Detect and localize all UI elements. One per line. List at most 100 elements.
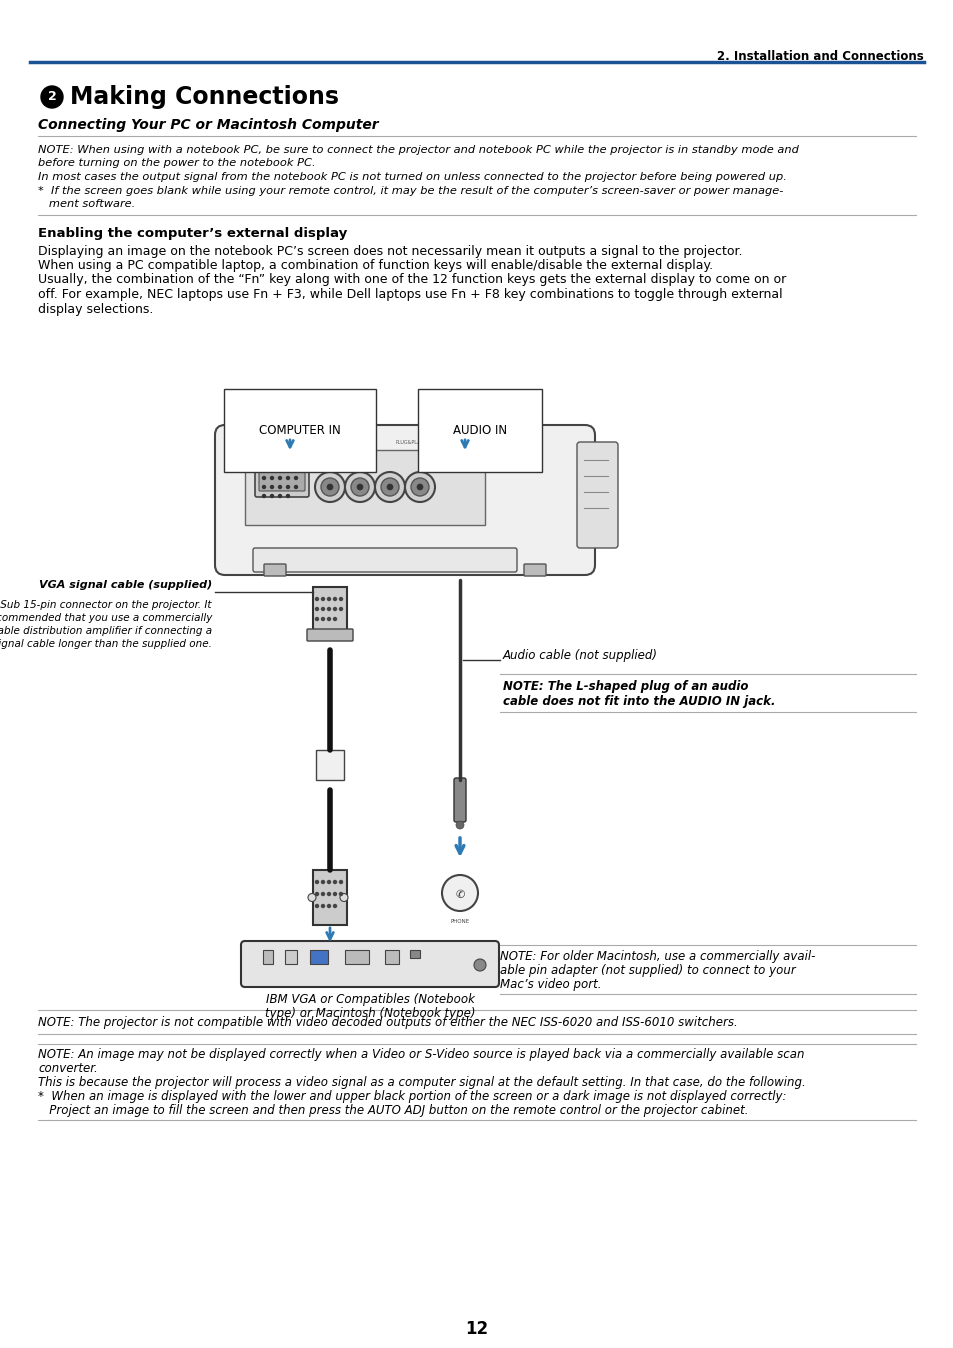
FancyBboxPatch shape [454,778,465,822]
Text: ✆: ✆ [455,890,464,900]
Circle shape [321,880,324,883]
Circle shape [294,485,297,488]
Text: NOTE: An image may not be displayed correctly when a Video or S-Video source is : NOTE: An image may not be displayed corr… [38,1047,803,1061]
Circle shape [327,608,330,611]
Text: 2: 2 [48,90,56,104]
FancyBboxPatch shape [577,442,618,549]
Text: NOTE: For older Macintosh, use a commercially avail-: NOTE: For older Macintosh, use a commerc… [499,950,815,962]
Circle shape [262,495,265,497]
Text: 2. Installation and Connections: 2. Installation and Connections [717,50,923,63]
Circle shape [327,597,330,600]
Circle shape [339,597,342,600]
FancyBboxPatch shape [254,458,309,497]
Circle shape [320,479,338,496]
Circle shape [271,495,274,497]
Circle shape [334,608,336,611]
Bar [410,950,419,958]
Circle shape [339,892,342,895]
Circle shape [286,476,289,480]
FancyBboxPatch shape [315,749,344,780]
Circle shape [321,617,324,620]
Circle shape [327,880,330,883]
Circle shape [315,617,318,620]
Text: NOTE: The projector is not compatible with video decoded outputs of either the N: NOTE: The projector is not compatible wi… [38,1016,737,1029]
Text: VGA signal cable (supplied): VGA signal cable (supplied) [39,580,212,590]
FancyBboxPatch shape [258,464,305,491]
Circle shape [315,608,318,611]
Circle shape [321,597,324,600]
Circle shape [334,880,336,883]
Text: *  When an image is displayed with the lower and upper black portion of the scre: * When an image is displayed with the lo… [38,1091,785,1103]
Circle shape [327,617,330,620]
Circle shape [351,479,369,496]
Text: Making Connections: Making Connections [70,85,338,109]
Text: off. For example, NEC laptops use Fn + F3, while Dell laptops use Fn + F8 key co: off. For example, NEC laptops use Fn + F… [38,288,781,301]
FancyBboxPatch shape [241,941,498,987]
Circle shape [271,476,274,480]
Text: AUDIO IN: AUDIO IN [453,425,507,437]
Circle shape [278,485,281,488]
Text: display selections.: display selections. [38,302,153,315]
Circle shape [315,597,318,600]
Circle shape [327,892,330,895]
Circle shape [315,880,318,883]
Text: When using a PC compatible laptop, a combination of function keys will enable/di: When using a PC compatible laptop, a com… [38,259,713,272]
Circle shape [286,495,289,497]
Circle shape [327,484,333,491]
Text: S-VIDEO IN: S-VIDEO IN [346,439,373,445]
Text: PLUG&PLAY: PLUG&PLAY [395,439,424,445]
Text: COMPUTER IN: COMPUTER IN [265,439,298,445]
Circle shape [411,479,429,496]
Circle shape [262,485,265,488]
Bar [263,950,273,964]
Circle shape [315,892,318,895]
Text: This is because the projector will process a video signal as a computer signal a: This is because the projector will proce… [38,1076,805,1089]
Text: 12: 12 [465,1320,488,1339]
Text: COMPUTER IN: COMPUTER IN [259,425,340,437]
Text: type) or Macintosh (Notebook type): type) or Macintosh (Notebook type) [265,1007,475,1020]
Circle shape [334,597,336,600]
Circle shape [456,821,463,829]
Text: before turning on the power to the notebook PC.: before turning on the power to the noteb… [38,159,315,168]
Text: Displaying an image on the notebook PC’s screen does not necessarily mean it out: Displaying an image on the notebook PC’s… [38,244,741,257]
Circle shape [405,472,435,501]
Circle shape [345,472,375,501]
Text: ment software.: ment software. [38,200,135,209]
Text: Connecting Your PC or Macintosh Computer: Connecting Your PC or Macintosh Computer [38,119,378,132]
Circle shape [321,905,324,907]
Circle shape [278,495,281,497]
FancyBboxPatch shape [523,563,545,576]
Circle shape [327,905,330,907]
Circle shape [356,484,363,491]
Circle shape [375,472,405,501]
Circle shape [286,485,289,488]
Text: Usually, the combination of the “Fn” key along with one of the 12 function keys : Usually, the combination of the “Fn” key… [38,274,785,287]
FancyBboxPatch shape [253,549,517,572]
Circle shape [41,86,63,108]
Circle shape [314,472,345,501]
FancyBboxPatch shape [264,563,286,576]
Text: converter.: converter. [38,1062,97,1074]
Circle shape [339,894,348,902]
Text: PHONE: PHONE [450,919,469,923]
Circle shape [441,875,477,911]
Bar [385,950,398,964]
Circle shape [334,617,336,620]
Circle shape [271,485,274,488]
FancyBboxPatch shape [214,425,595,576]
FancyBboxPatch shape [313,586,347,632]
Text: able pin adapter (not supplied) to connect to your: able pin adapter (not supplied) to conne… [499,964,795,977]
Text: VIDEO IN: VIDEO IN [318,439,341,445]
FancyBboxPatch shape [307,630,353,642]
Text: To mini D-Sub 15-pin connector on the projector. It: To mini D-Sub 15-pin connector on the pr… [0,600,212,611]
Text: NOTE: The L-shaped plug of an audio: NOTE: The L-shaped plug of an audio [502,679,748,693]
Circle shape [321,608,324,611]
Circle shape [308,894,315,902]
Circle shape [334,905,336,907]
FancyBboxPatch shape [313,869,347,925]
Bar [285,950,296,964]
Circle shape [380,479,398,496]
Circle shape [294,476,297,480]
Circle shape [315,905,318,907]
Text: NOTE: When using with a notebook PC, be sure to connect the projector and notebo: NOTE: When using with a notebook PC, be … [38,146,798,155]
